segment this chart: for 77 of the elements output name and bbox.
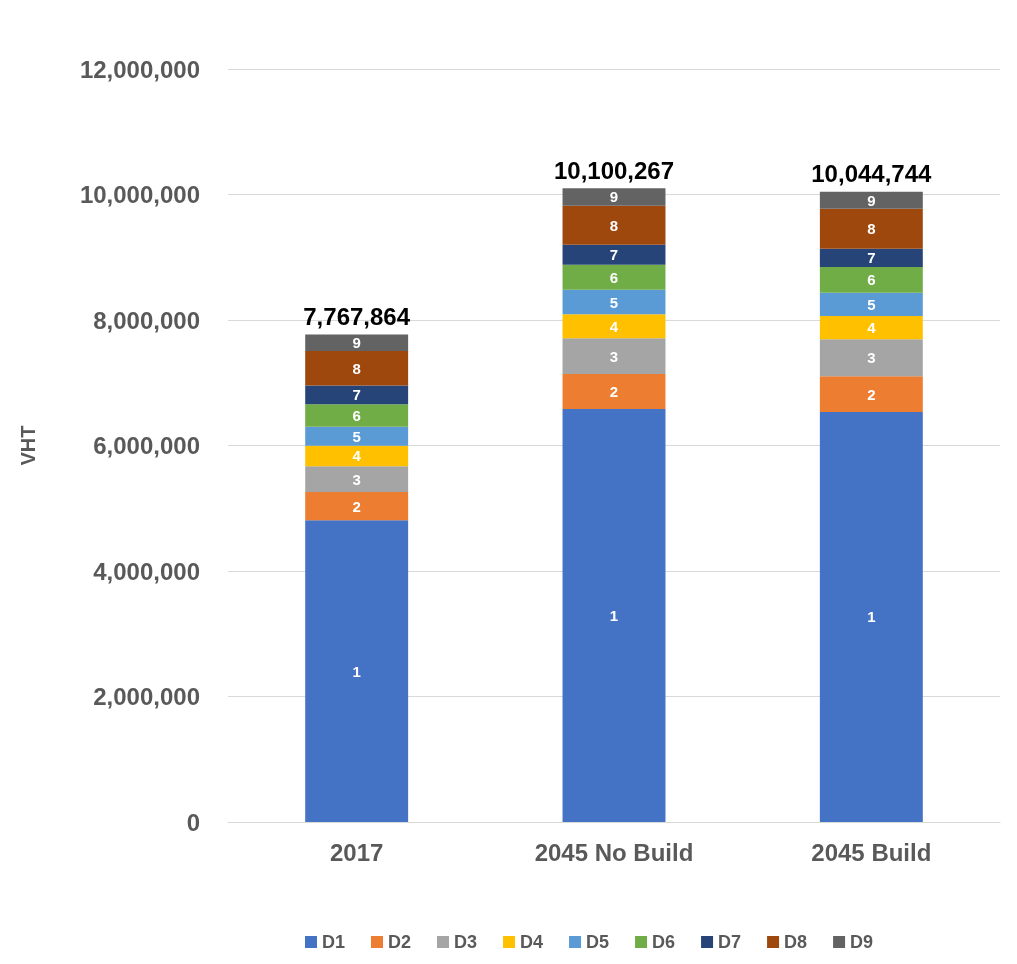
annotation: 2	[352, 497, 361, 515]
annotation: 8	[609, 216, 619, 234]
bar	[819, 339, 923, 377]
bar	[819, 191, 923, 209]
bar	[819, 411, 923, 822]
bar	[305, 492, 409, 521]
annotation: 9	[609, 188, 619, 206]
bar	[562, 314, 666, 339]
annotation: 8	[352, 359, 361, 377]
annotation: 1	[352, 662, 361, 680]
y-tick-label: 4,000,000	[93, 557, 200, 585]
bar	[562, 409, 666, 822]
x-tick-label: 2045 Build	[811, 838, 932, 866]
bar	[819, 376, 923, 412]
x-tick-label: 2045 No Build	[534, 838, 694, 866]
annotation: 5	[867, 295, 876, 313]
bar	[305, 404, 409, 427]
annotation: 8	[867, 220, 876, 238]
legend-label: D3	[454, 932, 478, 952]
y-tick-label: 10,000,000	[79, 181, 200, 208]
total-label: 7,767,864	[303, 303, 411, 331]
y-tick-label: 0	[186, 808, 200, 836]
annotation: 3	[867, 349, 876, 367]
bar	[819, 248, 923, 267]
bar	[305, 385, 409, 405]
annotation: 1	[609, 607, 619, 625]
annotation: 1	[867, 608, 876, 626]
total-label: 10,044,744	[811, 160, 933, 188]
bar	[819, 208, 923, 249]
legend-label: D4	[520, 932, 544, 952]
annotation: 9	[867, 191, 876, 209]
y-tick-label: 6,000,000	[93, 432, 200, 459]
annotation: 4	[352, 447, 362, 465]
annotation: 3	[609, 347, 619, 365]
legend-label: D8	[784, 932, 808, 952]
total-label: 10,100,267	[553, 156, 675, 184]
annotation: 4	[867, 319, 877, 337]
annotation: 6	[867, 271, 876, 289]
y-axis-title: VHT	[17, 425, 39, 466]
y-tick-label: 8,000,000	[93, 306, 200, 334]
bar	[819, 315, 923, 340]
bar	[562, 244, 666, 265]
x-tick-label: 2017	[329, 838, 384, 866]
bar	[562, 188, 666, 206]
bar	[305, 350, 409, 386]
annotation: 5	[352, 427, 361, 445]
bar	[562, 373, 666, 410]
legend-label: D9	[850, 932, 874, 952]
legend-label: D6	[652, 932, 676, 952]
annotation: 9	[352, 334, 361, 352]
bar	[819, 266, 923, 293]
bar	[562, 289, 666, 315]
annotation: 7	[609, 246, 619, 264]
bar	[305, 334, 409, 351]
bar	[305, 445, 409, 467]
y-tick-label: 12,000,000	[79, 55, 200, 83]
legend-label: D7	[718, 932, 742, 952]
bar	[305, 520, 409, 822]
bar	[305, 426, 409, 446]
legend-label: D1	[322, 932, 346, 952]
bar	[562, 264, 666, 290]
annotation: 6	[609, 268, 619, 286]
legend-label: D5	[586, 932, 610, 952]
annotation: 5	[609, 293, 619, 311]
annotation: 6	[352, 407, 361, 425]
annotation: 3	[352, 470, 361, 488]
bar	[305, 466, 409, 493]
annotation: 7	[867, 249, 876, 267]
legend-label: D2	[388, 932, 412, 952]
annotation: 7	[352, 386, 361, 404]
annotation: 2	[609, 383, 619, 401]
bar	[562, 205, 666, 245]
annotation: 4	[609, 317, 619, 335]
bar	[819, 292, 923, 316]
annotation: 2	[867, 385, 876, 403]
y-tick-label: 2,000,000	[93, 683, 200, 710]
bar	[562, 338, 666, 374]
